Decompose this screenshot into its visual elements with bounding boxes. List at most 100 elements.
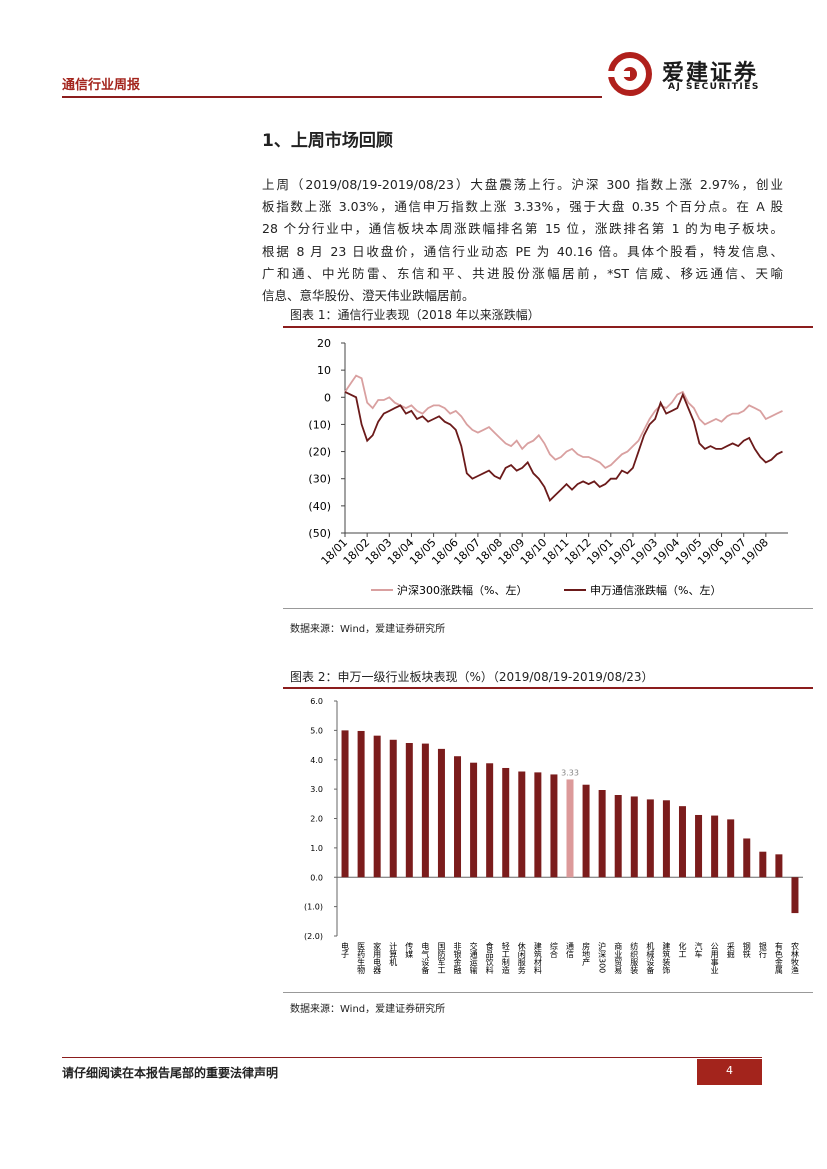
y-tick-label: 2.0: [310, 815, 323, 824]
y-tick-label: (50): [308, 527, 331, 540]
figure-source: 数据来源：Wind，爱建证券研究所: [290, 1004, 446, 1015]
y-tick-label: 5.0: [310, 726, 323, 735]
bar: [566, 779, 574, 878]
caption-rule: [283, 326, 813, 328]
x-tick-label: 有色金属: [774, 941, 783, 975]
series-line: [344, 391, 783, 502]
x-tick-label: 综合: [549, 941, 558, 959]
header-title: 通信行业周报: [62, 78, 141, 93]
paragraph: 上周（2019/08/19-2019/08/23）大盘震荡上行。沪深 300 指…: [262, 174, 783, 307]
x-tick-label: 纺织服装: [630, 941, 639, 975]
paragraph-line: 28 个分行业中，通信板块本周涨跌幅排名第 15 位，涨跌排名第 1 的为电子板…: [262, 221, 783, 237]
bar: [614, 795, 622, 878]
bar: [695, 814, 703, 878]
series-line: [344, 374, 783, 469]
x-tick-label: 建筑装饰: [662, 941, 671, 975]
paragraph-line: 信息、意华股份、澄天伟业跌幅居前。: [262, 288, 475, 304]
figure-caption: 图表 1：通信行业表现（2018 年以来涨跌幅）: [290, 308, 540, 322]
y-tick-label: (40): [308, 500, 331, 513]
bar: [662, 800, 670, 878]
bar: [743, 838, 751, 878]
x-tick-label: 电气设备: [421, 941, 430, 975]
x-tick-label: 国防军工: [437, 942, 446, 974]
x-tick-label: 化工: [678, 941, 687, 958]
y-tick-label: (1.0): [304, 903, 323, 912]
x-tick-label: 沪深300: [598, 941, 607, 973]
chart: 6.0 5.0 4.0 3.0 2.0 1.0 0.0 (1.0) (2.0) 电子 医药生物 家用电…: [304, 697, 803, 975]
x-tick-label: 非银金融: [453, 941, 462, 975]
bar: [405, 743, 413, 878]
bar: [598, 790, 606, 878]
bar: [341, 730, 349, 878]
bar: [357, 730, 365, 878]
figure-rule: [283, 608, 813, 609]
x-tick-label: 机械设备: [646, 941, 655, 975]
paragraph-line: 根据 8 月 23 日收盘价，通信行业动态 PE 为 40.16 倍。具体个股看…: [262, 243, 783, 259]
x-tick-label: 通信: [566, 941, 575, 959]
bar: [550, 774, 558, 878]
x-tick-label: 计算机: [389, 941, 398, 967]
y-tick-label: 10: [317, 364, 331, 377]
paragraph-line: 板指数上涨 3.03%，通信申万指数上涨 3.33%，强于大盘 0.35 个百分…: [262, 199, 783, 215]
x-tick-label: 轻工制造: [501, 941, 510, 975]
bar: [727, 819, 735, 878]
legend-label: 申万通信涨跌幅（%、左）: [590, 583, 721, 597]
x-tick-label: 农林牧渔: [790, 941, 799, 974]
bar: [646, 799, 654, 878]
y-tick-label: 0.0: [310, 873, 323, 882]
page-number: 4: [697, 1059, 762, 1085]
bar: [373, 735, 381, 878]
y-tick-label: (30): [308, 473, 331, 486]
x-tick-label: 传媒: [405, 941, 414, 959]
x-tick-label: 商业贸易: [614, 941, 623, 975]
bar: [518, 771, 526, 878]
x-tick-label: 建筑材料: [533, 941, 542, 975]
paragraph-line: 上周（2019/08/19-2019/08/23）大盘震荡上行。沪深 300 指…: [262, 177, 783, 192]
bar: [678, 806, 686, 878]
x-tick-label: 交通运输: [469, 941, 478, 975]
section-title: 1、上周市场回顾: [262, 131, 393, 151]
bar: [486, 763, 494, 878]
legend-label: 沪深300涨跌幅（%、左）: [397, 583, 527, 597]
bar: [421, 743, 429, 878]
x-tick-label: 汽车: [694, 941, 703, 959]
bar: [470, 762, 478, 878]
x-tick-label: 采掘: [726, 941, 735, 959]
x-tick-label: 家用电器: [373, 941, 382, 975]
y-tick-label: 1.0: [310, 844, 323, 853]
bar: [502, 767, 510, 878]
y-tick-label: (2.0): [304, 932, 323, 941]
y-tick-label: 4.0: [310, 756, 323, 765]
caption-rule: [283, 687, 813, 689]
bar: [454, 756, 462, 878]
bar: [389, 739, 397, 878]
bar: [791, 877, 799, 914]
bar: [582, 784, 590, 878]
x-tick-label: 银行: [758, 941, 767, 959]
logo-en: AJ SECURITIES: [668, 82, 760, 92]
x-tick-label: 食品饮料: [485, 941, 494, 975]
x-tick-label: 休闲服务: [517, 941, 526, 975]
figure-caption: 图表 2：申万一级行业板块表现（%）（2019/08/19-2019/08/23…: [290, 670, 654, 684]
x-tick-label: 电子: [341, 941, 350, 958]
value-label: 3.33: [561, 768, 579, 777]
x-tick-label: 公用事业: [710, 942, 719, 974]
footer-rule: [62, 1057, 762, 1058]
figure-source: 数据来源：Wind，爱建证券研究所: [290, 624, 446, 635]
footer-disclaimer: 请仔细阅读在本报告尾部的重要法律声明: [62, 1066, 279, 1080]
bar: [534, 772, 542, 878]
x-tick-label: 房地产: [582, 941, 591, 967]
bar: [711, 815, 719, 878]
x-tick-label: 钢铁: [742, 941, 751, 959]
figure-rule: [283, 992, 813, 993]
header-rule: [62, 96, 602, 98]
y-tick-label: 0: [324, 391, 331, 404]
y-tick-label: (10): [308, 418, 331, 431]
bar: [775, 854, 783, 878]
logo-cn: 爱建证券: [662, 61, 759, 86]
x-tick-label: 医药生物: [357, 942, 366, 975]
chart: 20100(10)(20)(30)(40)(50)18/0118/0218/03…: [308, 337, 788, 597]
paragraph-line: 广和通、中光防雷、东信和平、共进股份涨幅居前，*ST 信威、移远通信、天喻: [262, 265, 783, 281]
y-tick-label: 20: [317, 337, 331, 350]
